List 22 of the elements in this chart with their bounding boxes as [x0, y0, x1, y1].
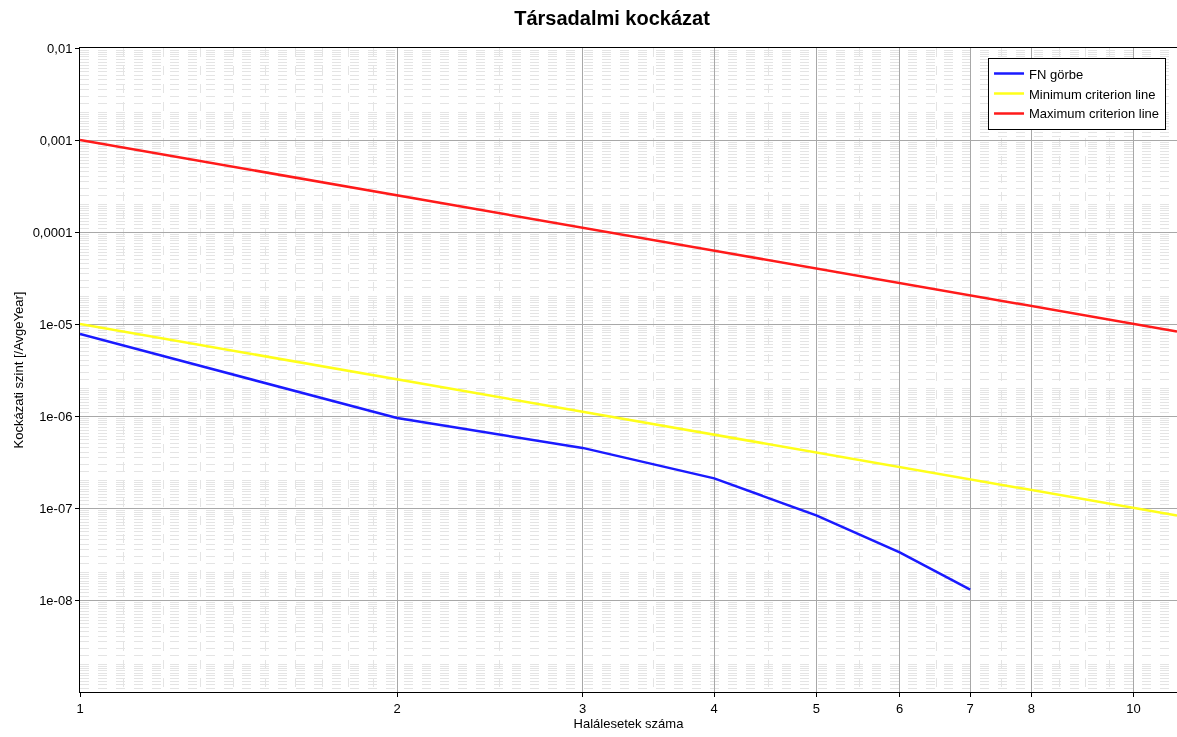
y-tick-label: 0,0001 — [32, 224, 73, 240]
y-tick-label: 1e-06 — [39, 408, 73, 424]
y-tick-label: 0,001 — [39, 132, 73, 148]
y-axis-title: Kockázati szint [/AvgeYear] — [10, 291, 26, 449]
y-tick-label: 1e-07 — [39, 500, 73, 516]
x-tick-label: 1 — [76, 700, 84, 716]
x-tick-label: 8 — [1027, 700, 1035, 716]
legend-label: Maximum criterion line — [1029, 106, 1160, 122]
legend-label: FN görbe — [1029, 66, 1084, 82]
x-tick-label: 4 — [710, 700, 718, 716]
x-axis-title: Halálesetek száma — [573, 716, 685, 732]
y-tick-label: 1e-05 — [39, 316, 73, 332]
chart-title: Társadalmi kockázat — [514, 7, 711, 30]
x-tick-label: 6 — [896, 700, 904, 716]
y-tick-label: 1e-08 — [39, 592, 73, 608]
x-tick-label: 2 — [393, 700, 401, 716]
legend-label: Minimum criterion line — [1029, 86, 1156, 102]
x-tick-label: 10 — [1126, 700, 1141, 716]
x-tick-label: 3 — [578, 700, 587, 716]
x-tick-label: 7 — [966, 700, 974, 716]
y-tick-label: 0,01 — [47, 40, 73, 56]
x-tick-label: 5 — [812, 700, 820, 716]
